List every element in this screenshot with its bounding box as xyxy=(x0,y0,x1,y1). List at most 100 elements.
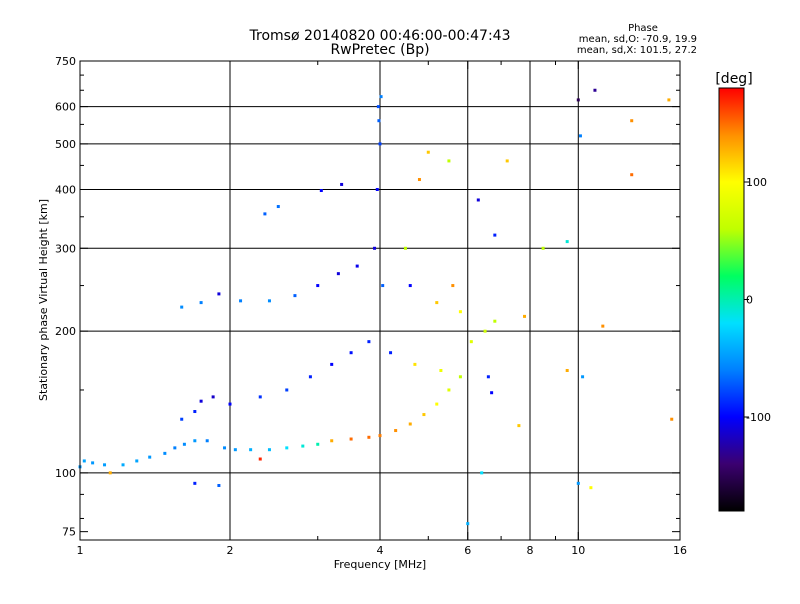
data-point xyxy=(576,481,580,485)
data-point xyxy=(426,150,430,154)
data-point xyxy=(389,351,393,355)
x-tick-label: 4 xyxy=(377,544,384,557)
data-point xyxy=(379,95,383,99)
x-tick-label: 16 xyxy=(673,544,687,557)
data-point xyxy=(103,463,107,467)
scatter-points xyxy=(78,88,674,526)
data-point xyxy=(375,187,379,191)
colorbar-tick-label: -100 xyxy=(746,411,771,424)
data-point xyxy=(223,446,227,450)
data-point xyxy=(258,395,262,399)
data-point xyxy=(308,375,312,379)
data-point xyxy=(376,105,380,109)
data-point xyxy=(447,388,451,392)
data-point xyxy=(505,159,509,163)
data-point xyxy=(670,417,674,421)
data-point xyxy=(373,246,377,250)
data-point xyxy=(163,451,167,455)
data-point xyxy=(193,481,197,485)
colorbar-tick-label: 0 xyxy=(746,294,753,307)
data-point xyxy=(381,284,385,288)
data-point xyxy=(458,310,462,314)
data-point xyxy=(193,410,197,414)
data-point xyxy=(316,442,320,446)
data-point xyxy=(476,198,480,202)
y-tick-labels: 75 100 200 300 400 500 600 750 xyxy=(55,55,76,539)
data-point xyxy=(469,340,473,344)
data-point xyxy=(667,98,671,102)
data-point xyxy=(205,439,209,443)
data-point xyxy=(217,484,221,488)
y-tick-label: 300 xyxy=(55,242,76,255)
data-point xyxy=(263,212,267,216)
data-point xyxy=(108,471,112,475)
y-tick-label: 600 xyxy=(55,101,76,114)
data-point xyxy=(367,340,371,344)
data-point xyxy=(422,413,426,417)
data-point xyxy=(565,368,569,372)
x-tick-label: 1 xyxy=(77,544,84,557)
data-point xyxy=(466,522,470,526)
data-point xyxy=(377,119,381,123)
data-point xyxy=(413,362,417,366)
data-point xyxy=(249,448,253,452)
data-point xyxy=(451,284,455,288)
axis-ticks xyxy=(79,60,680,540)
x-tick-label: 2 xyxy=(227,544,234,557)
data-point xyxy=(180,417,184,421)
phase-box-line-x: mean, sd,X: 101.5, 27.2 xyxy=(577,45,697,56)
data-point xyxy=(330,362,334,366)
data-point xyxy=(394,429,398,433)
phase-box-line-o: mean, sd,O: -70.9, 19.9 xyxy=(579,34,697,45)
data-point xyxy=(211,395,215,399)
data-point xyxy=(319,189,323,193)
data-point xyxy=(82,459,86,463)
x-tick-label: 6 xyxy=(464,544,471,557)
data-point xyxy=(417,178,421,182)
phase-box-title: Phase xyxy=(628,23,658,34)
data-point xyxy=(193,439,197,443)
colorbar xyxy=(718,87,745,512)
data-point xyxy=(180,305,184,309)
data-point xyxy=(336,272,340,276)
data-point xyxy=(293,294,297,298)
data-point xyxy=(447,159,451,163)
x-axis-label: Frequency [MHz] xyxy=(334,558,426,571)
data-point xyxy=(199,301,203,305)
data-point xyxy=(349,437,353,441)
data-point xyxy=(408,422,412,426)
data-point xyxy=(593,88,597,92)
data-point xyxy=(403,246,407,250)
grid xyxy=(80,61,680,540)
data-point xyxy=(589,486,593,490)
data-point xyxy=(330,439,334,443)
data-point xyxy=(258,457,262,461)
data-point xyxy=(630,173,634,177)
colorbar-tick-label: 100 xyxy=(746,176,767,189)
data-point xyxy=(581,375,585,379)
data-point xyxy=(316,284,320,288)
y-axis-label: Stationary phase Virtual Height [km] xyxy=(37,199,50,401)
data-point xyxy=(301,444,305,448)
x-tick-labels: 1 2 4 6 8 10 16 xyxy=(77,544,688,557)
data-point xyxy=(121,463,125,467)
data-point xyxy=(493,233,497,237)
data-point xyxy=(576,98,580,102)
y-tick-label: 100 xyxy=(55,467,76,480)
data-point xyxy=(182,442,186,446)
data-point xyxy=(490,391,494,395)
data-point xyxy=(239,299,243,303)
y-tick-label: 500 xyxy=(55,138,76,151)
data-point xyxy=(173,446,177,450)
data-point xyxy=(439,368,443,372)
data-point xyxy=(233,448,237,452)
y-tick-label: 400 xyxy=(55,183,76,196)
data-point xyxy=(578,134,582,138)
data-point xyxy=(340,182,344,186)
data-point xyxy=(408,284,412,288)
data-point xyxy=(458,375,462,379)
data-point xyxy=(267,299,271,303)
data-point xyxy=(228,402,232,406)
